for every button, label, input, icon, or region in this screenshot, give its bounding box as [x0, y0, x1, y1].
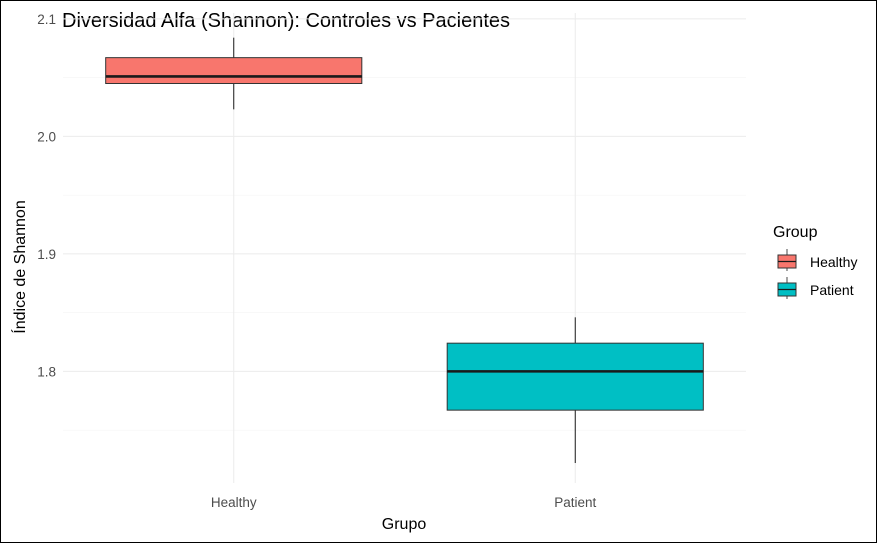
y-tick-label: 1.8 — [37, 364, 56, 379]
y-tick-label: 1.9 — [37, 247, 56, 262]
y-tick-label: 2.0 — [37, 129, 56, 144]
x-tick-label: Healthy — [211, 495, 257, 510]
legend-item-healthy: Healthy — [777, 249, 857, 271]
x-axis-title: Grupo — [382, 516, 427, 533]
legend-title: Group — [773, 224, 818, 241]
box-healthy — [105, 37, 363, 110]
box-body — [446, 342, 704, 411]
box-patient — [446, 317, 704, 464]
y-tick-label: 2.1 — [37, 12, 56, 27]
x-tick-label: Patient — [554, 495, 596, 510]
box-body — [105, 57, 363, 85]
y-axis-title: Índice de Shannon — [10, 200, 29, 333]
chart-title: Diversidad Alfa (Shannon): Controles vs … — [62, 10, 510, 32]
legend-label: Healthy — [810, 254, 857, 270]
legend-item-patient: Patient — [777, 277, 854, 299]
y-axis-ticks: 1.8 1.9 2.0 2.1 — [37, 12, 56, 380]
legend-label: Patient — [810, 282, 854, 298]
legend: Group Healthy Patient — [773, 224, 857, 299]
x-axis-ticks: Healthy Patient — [211, 495, 597, 510]
boxes — [105, 37, 704, 464]
